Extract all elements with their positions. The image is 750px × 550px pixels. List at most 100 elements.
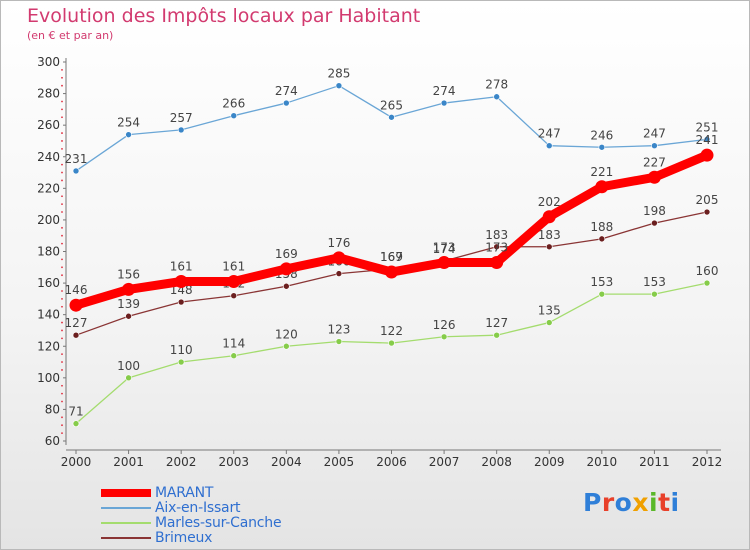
data-point-marant-2006 [385, 265, 398, 279]
data-point-marant-2007 [437, 256, 451, 270]
y-minor-dot-160-1 [61, 266, 63, 269]
data-label-marant-2006: 167 [380, 250, 403, 264]
legend-swatch-marant [101, 488, 151, 497]
y-minor-dot-260-1 [61, 108, 63, 111]
data-label-aix-en-issart-2000: 231 [65, 152, 88, 166]
data-label-brimeux-2010: 188 [590, 220, 613, 234]
data-point-marles-sur-canche-2001 [125, 374, 132, 382]
y-minor-dot-200-1 [61, 203, 63, 206]
data-label-brimeux-2000: 127 [65, 316, 88, 330]
data-point-aix-en-issart-2000 [72, 167, 80, 175]
data-label-marant-2010: 221 [590, 165, 613, 179]
y-minor-dot-100-1 [61, 361, 63, 363]
y-minor-dot-60-0 [61, 432, 63, 435]
y-tick-label-240: 240 [37, 150, 60, 164]
data-point-marles-sur-canche-2002 [177, 358, 185, 366]
data-point-brimeux-2004 [283, 282, 290, 290]
y-tick-label-160: 160 [37, 276, 60, 290]
y-minor-dot-120-1 [61, 329, 63, 332]
data-point-marant-2009 [542, 210, 556, 224]
y-tick-label-180: 180 [37, 245, 60, 259]
logo-letter-4: i [649, 488, 659, 517]
chart-title: Evolution des Impôts locaux par Habitant [27, 5, 421, 27]
data-point-brimeux-2008 [493, 243, 500, 251]
data-label-brimeux-2007: 174 [433, 242, 456, 256]
data-point-marant-2000 [69, 298, 83, 312]
data-point-brimeux-2002 [177, 298, 185, 306]
legend-label-aix-en-issart: Aix-en-Issart [155, 499, 241, 516]
legend: MARANT Aix-en-Issart Marles-sur-Canche B… [101, 485, 282, 546]
y-minor-dot-240-0 [61, 147, 63, 150]
logo-letter-5: t [658, 488, 671, 517]
y-tick-label-60: 60 [45, 434, 60, 448]
y-minor-dot-120-2 [61, 321, 63, 324]
y-minor-dot-80-0 [61, 400, 63, 403]
x-tick-label-2009: 2009 [534, 455, 565, 469]
data-label-aix-en-issart-2009: 247 [538, 127, 561, 141]
y-minor-dot-120-0 [61, 337, 63, 340]
y-minor-dot-60-2 [61, 416, 63, 419]
y-minor-dot-180-1 [61, 234, 63, 237]
data-point-brimeux-2012 [703, 208, 711, 216]
data-point-aix-en-issart-2006 [388, 113, 395, 121]
data-point-aix-en-issart-2001 [125, 131, 132, 138]
data-point-marant-2008 [490, 256, 504, 270]
data-point-brimeux-2009 [545, 243, 553, 251]
data-label-marles-sur-canche-2005: 123 [327, 323, 350, 337]
data-point-aix-en-issart-2011 [651, 142, 658, 149]
data-label-aix-en-issart-2003: 266 [222, 97, 245, 111]
data-label-aix-en-issart-2005: 285 [327, 67, 350, 81]
y-minor-dot-160-2 [61, 258, 63, 261]
data-point-marles-sur-canche-2009 [545, 319, 553, 326]
data-point-marant-2005 [332, 251, 346, 265]
proxiti-logo: Proxiti [583, 488, 680, 517]
y-minor-dot-280-2 [61, 68, 63, 71]
data-point-aix-en-issart-2009 [545, 142, 553, 149]
y-minor-dot-140-0 [61, 305, 63, 308]
data-label-brimeux-2009: 183 [538, 228, 561, 242]
y-tick-label-140: 140 [37, 308, 60, 322]
data-label-aix-en-issart-2002: 257 [170, 111, 193, 125]
data-point-aix-en-issart-2003 [230, 112, 238, 119]
data-label-marles-sur-canche-2000: 71 [68, 405, 83, 419]
x-tick-label-2002: 2002 [166, 455, 197, 469]
data-label-marles-sur-canche-2002: 110 [170, 343, 193, 357]
y-minor-dot-200-0 [61, 211, 63, 213]
data-point-brimeux-2010 [598, 235, 606, 243]
y-minor-dot-180-0 [61, 242, 63, 245]
data-point-brimeux-2001 [125, 312, 132, 320]
data-label-brimeux-2008: 183 [485, 228, 508, 242]
y-minor-dot-100-2 [61, 353, 63, 356]
x-tick-label-2000: 2000 [61, 455, 92, 469]
data-label-marles-sur-canche-2001: 100 [117, 359, 140, 373]
y-tick-label-260: 260 [37, 118, 60, 132]
y-tick-label-80: 80 [45, 402, 60, 416]
x-tick-label-2011: 2011 [639, 455, 670, 469]
data-point-marant-2001 [122, 282, 136, 296]
y-minor-dot-60-1 [61, 424, 63, 427]
legend-item-brimeux: Brimeux [101, 530, 281, 546]
y-tick-label-100: 100 [37, 371, 60, 385]
y-tick-label-300: 300 [37, 55, 60, 69]
y-minor-dot-280-0 [61, 84, 63, 87]
y-tick-label-200: 200 [37, 213, 60, 227]
data-point-marant-2002 [174, 275, 188, 289]
chart-subtitle: (en € et par an) [27, 29, 114, 42]
data-label-marant-2004: 169 [275, 247, 298, 261]
data-point-marles-sur-canche-2008 [493, 331, 500, 339]
data-point-marant-2010 [595, 180, 609, 194]
data-label-aix-en-issart-2008: 278 [485, 78, 508, 92]
y-minor-dot-100-0 [61, 369, 63, 371]
data-label-marant-2012: 241 [696, 133, 719, 147]
data-point-marles-sur-canche-2012 [703, 279, 711, 287]
y-minor-dot-80-1 [61, 392, 63, 395]
legend-item-aix-en-issart: Aix-en-Issart [101, 499, 281, 516]
data-label-marant-2000: 146 [65, 283, 88, 297]
y-tick-label-120: 120 [37, 339, 60, 353]
data-label-marles-sur-canche-2003: 114 [222, 337, 245, 351]
data-point-aix-en-issart-2004 [283, 99, 290, 107]
data-label-aix-en-issart-2001: 254 [117, 116, 140, 130]
x-tick-label-2005: 2005 [324, 455, 355, 469]
data-label-marant-2011: 227 [643, 155, 666, 169]
